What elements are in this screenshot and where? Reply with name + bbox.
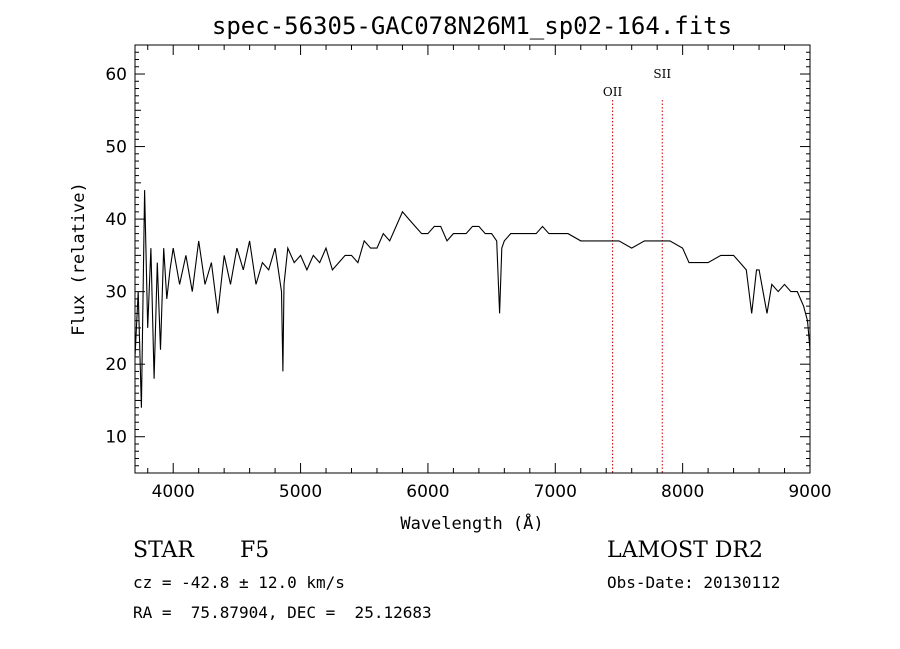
y-tick-label: 10: [105, 428, 127, 448]
x-axis-label: Wavelength (Å): [400, 512, 543, 534]
x-tick-label: 8000: [661, 482, 704, 502]
y-axis-label: Flux (relative): [69, 182, 89, 336]
spectrum-line: [134, 190, 811, 408]
x-tick-label: 9000: [788, 482, 831, 502]
coordinates-text: RA = 75.87904, DEC = 25.12683: [133, 603, 432, 622]
y-tick-label: 40: [105, 210, 127, 230]
x-axis: 4000 5000 6000 7000 8000 9000: [147, 45, 832, 502]
y-tick-label: 60: [105, 65, 127, 85]
y-axis: 10 20 30 40 50 60: [105, 44, 810, 474]
redshift-text: cz = -42.8 ± 12.0 km/s: [133, 573, 345, 592]
y-tick-label: 30: [105, 283, 127, 303]
x-tick-label: 4000: [152, 482, 195, 502]
spectral-line-label: SII: [653, 67, 671, 81]
object-class: STAR: [133, 538, 194, 563]
x-tick-label: 6000: [406, 482, 449, 502]
obs-date-text: Obs-Date: 20130112: [607, 573, 781, 592]
spectral-line-markers: OII SII: [603, 67, 671, 473]
y-tick-label: 50: [105, 138, 127, 158]
survey-name: LAMOST DR2: [607, 538, 763, 563]
x-tick-label: 5000: [279, 482, 322, 502]
spectral-subclass: F5: [240, 538, 270, 563]
y-tick-label: 20: [105, 355, 127, 375]
chart-title: spec-56305-GAC078N26M1_sp02-164.fits: [212, 12, 732, 40]
spectral-line-label: OII: [603, 85, 623, 99]
x-tick-label: 7000: [534, 482, 577, 502]
plot-frame: [134, 44, 811, 474]
